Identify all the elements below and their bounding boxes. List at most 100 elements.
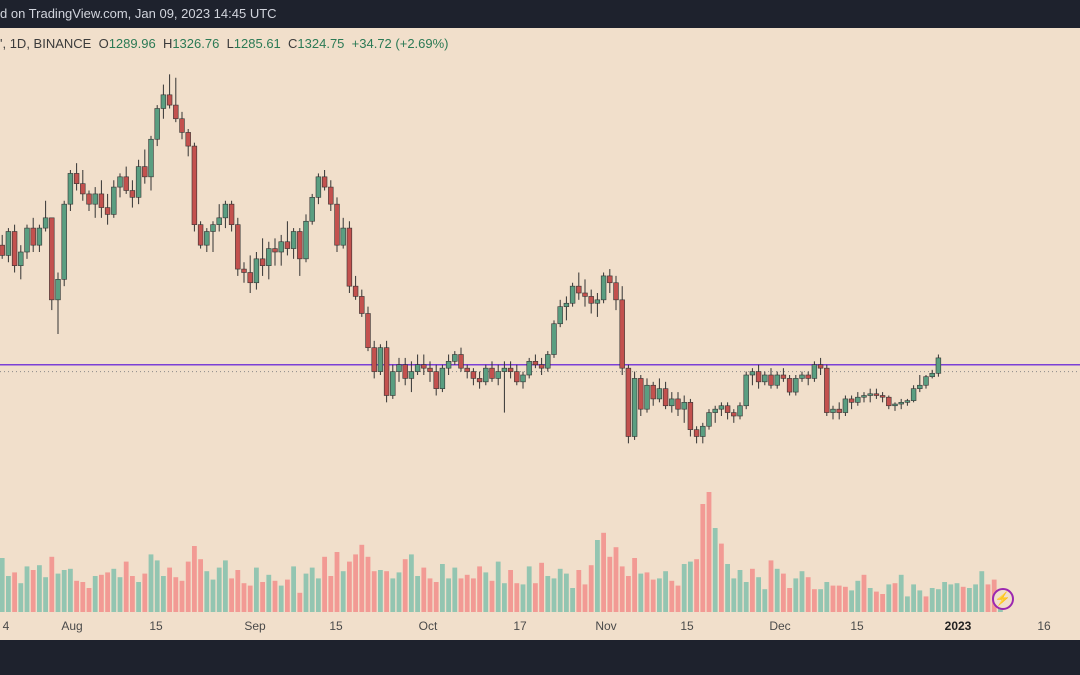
lightning-bolt-icon[interactable]: ⚡	[992, 588, 1014, 610]
volume-bar	[340, 571, 346, 612]
volume-bar	[458, 578, 464, 612]
candle-body	[179, 118, 185, 133]
volume-bar	[378, 570, 383, 612]
volume-bar	[229, 578, 234, 612]
volume-bar	[12, 572, 17, 612]
candle-body	[253, 258, 260, 284]
volume-bar	[774, 568, 780, 612]
candle-body	[470, 371, 477, 379]
volume-bar	[855, 580, 861, 612]
volume-bar	[719, 543, 724, 612]
volume-bar	[669, 580, 675, 612]
volume-bar	[880, 594, 885, 612]
volume-bar	[502, 583, 507, 612]
volume-bar	[6, 576, 11, 612]
volume-bar	[818, 589, 823, 612]
volume-bar	[787, 588, 792, 612]
candle-body	[861, 395, 867, 398]
volume-bar	[613, 547, 619, 612]
x-tick-label: Aug	[61, 619, 83, 633]
candle-body	[67, 173, 74, 205]
volume-bar	[285, 579, 290, 612]
volume-bar	[446, 578, 451, 612]
candle-body	[328, 186, 334, 205]
volume-bar	[347, 561, 352, 612]
price-chart[interactable]: ', 1D, BINANCE O1289.96 H1326.76 L1285.6…	[0, 28, 1080, 612]
volume-bar	[650, 579, 656, 612]
volume-bar	[204, 571, 210, 612]
volume-bar	[712, 528, 718, 612]
volume-bar	[799, 571, 805, 612]
volume-bar	[136, 582, 141, 612]
volume-bar	[353, 554, 358, 612]
time-axis[interactable]: 4 Aug 15 Sep 15 Oct 17 Nov 15 Dec 15 2023 16	[0, 612, 1080, 640]
candle-body	[917, 384, 923, 389]
candle-body	[904, 400, 911, 403]
volume-bar	[427, 578, 433, 612]
candle-body	[929, 372, 935, 378]
candle-body	[625, 367, 632, 437]
volume-bar	[86, 588, 92, 612]
volume-bar	[464, 574, 470, 612]
volume-bar	[384, 571, 389, 612]
volume-bar	[440, 564, 445, 612]
candle-body	[216, 217, 222, 225]
volume-bar	[309, 567, 315, 612]
volume-bar	[644, 572, 650, 612]
volume-bar	[843, 586, 848, 612]
candle-body	[414, 364, 421, 372]
candle-body	[737, 405, 743, 417]
candle-body	[247, 272, 253, 284]
candle-body	[532, 361, 539, 366]
volume-bar	[750, 568, 755, 612]
volume-bar	[923, 596, 929, 612]
candle-body	[0, 244, 5, 256]
candle-body	[644, 384, 650, 410]
volume-bar	[812, 589, 817, 612]
volume-bar	[130, 576, 135, 612]
candle-body	[390, 371, 396, 396]
volume-bar	[892, 583, 898, 612]
candle-body	[669, 398, 675, 407]
candle-body	[780, 374, 787, 379]
candle-body	[774, 374, 780, 386]
candle-body	[228, 203, 235, 225]
candle-body	[514, 371, 520, 383]
volume-bar	[570, 588, 575, 612]
candle-body	[352, 285, 359, 297]
volume-bar	[495, 561, 501, 612]
candle-body	[700, 425, 706, 437]
volume-bar	[316, 578, 321, 612]
volume-bar	[278, 585, 284, 612]
candle-body	[886, 396, 892, 407]
bottom-bar	[0, 640, 1080, 675]
candle-body	[185, 132, 191, 147]
candle-body	[383, 347, 390, 396]
candle-body	[762, 374, 768, 383]
candle-body	[18, 251, 24, 266]
candle-body	[483, 367, 489, 383]
candle-body	[613, 282, 619, 301]
candle-body	[545, 354, 551, 369]
candle-body	[923, 376, 929, 386]
x-tick-label: 16	[1037, 619, 1051, 633]
close-value: 1324.75	[297, 36, 345, 51]
candle-body	[117, 176, 123, 188]
candle-body	[842, 398, 849, 413]
volume-bar	[762, 589, 768, 612]
chart-canvas[interactable]	[0, 28, 1080, 612]
candle-body	[290, 231, 297, 249]
candle-body	[476, 378, 483, 383]
candle-body	[11, 231, 18, 266]
volume-bar	[92, 576, 98, 612]
close-label: C	[288, 36, 298, 51]
volume-bar	[477, 566, 482, 612]
volume-bar	[61, 570, 67, 612]
volume-bar	[0, 558, 5, 612]
volume-bar	[533, 583, 538, 612]
candle-body	[600, 275, 607, 301]
volume-bar	[241, 583, 247, 612]
candle-body	[731, 412, 737, 417]
volume-bar	[694, 559, 699, 612]
candle-body	[421, 364, 427, 369]
